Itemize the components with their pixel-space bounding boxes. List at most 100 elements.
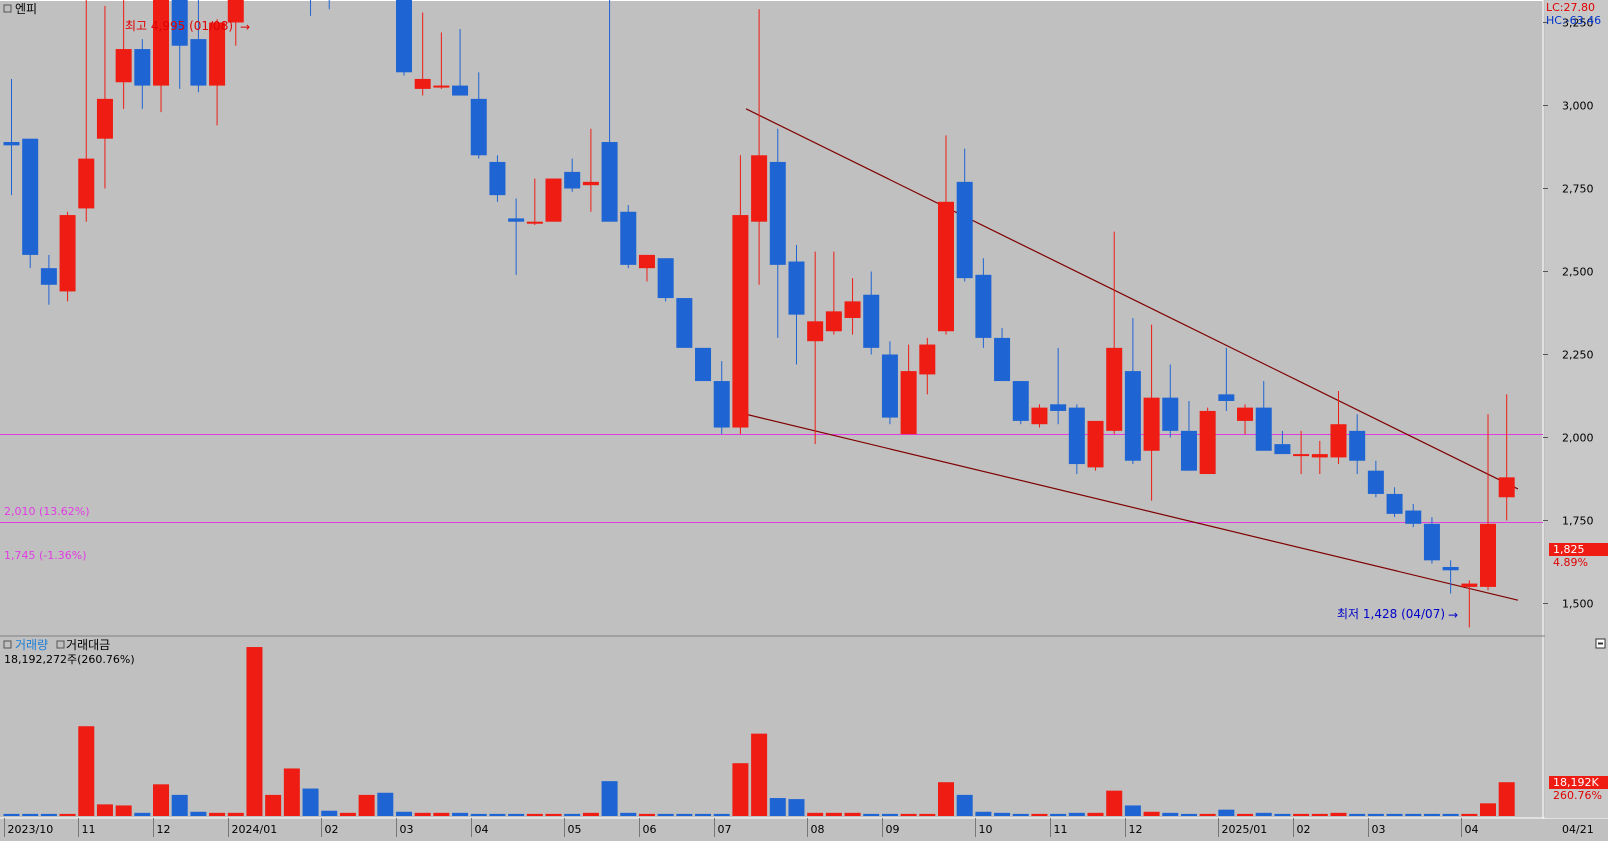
volume-bar: [508, 813, 525, 816]
candle: [1498, 394, 1515, 521]
volume-summary: 18,192,272주(260.76%): [4, 653, 135, 666]
title-box-icon[interactable]: [3, 4, 12, 13]
volume-bar: [1293, 813, 1310, 816]
price-tick-label: 2,000: [1562, 432, 1594, 445]
time-tick-label: 2025/01: [1222, 823, 1268, 836]
candle-body: [1293, 454, 1310, 457]
time-tick-label: 02: [325, 823, 339, 836]
volume-bar: [620, 812, 637, 816]
horizontal-lines: [0, 434, 1543, 523]
candle-body: [489, 161, 506, 196]
candle-body: [769, 161, 786, 265]
candle-body: [1124, 371, 1141, 461]
volume-bar: [134, 812, 151, 816]
time-tick-label: 06: [643, 823, 657, 836]
candle: [1237, 404, 1254, 435]
volume-bar: [695, 813, 712, 816]
volume-bar: [900, 813, 917, 816]
volume-bar: [638, 813, 655, 816]
volume-tab[interactable]: 거래량: [15, 638, 48, 652]
hc-indicator: HC:-63.46: [1546, 14, 1601, 27]
candle-body: [1199, 410, 1216, 475]
candle-body: [695, 347, 712, 382]
candle: [1330, 391, 1347, 465]
volume-bar: [1068, 812, 1085, 816]
value-tab[interactable]: 거래대금: [66, 638, 110, 652]
volume-bar: [395, 811, 412, 816]
candle-body: [956, 181, 973, 279]
volume-bar: [22, 813, 39, 816]
candle: [414, 12, 431, 96]
volume-bar: [1106, 790, 1123, 816]
volume-bar: [1330, 812, 1347, 816]
candle-body: [1031, 407, 1048, 425]
candle: [732, 155, 749, 435]
candle: [134, 39, 151, 109]
volume-bar: [825, 812, 842, 816]
candle: [1106, 231, 1123, 435]
candle-body: [919, 344, 936, 375]
candle-body: [1087, 420, 1104, 468]
candle: [1087, 420, 1104, 471]
candle-body: [395, 0, 412, 73]
volume-bar: [470, 813, 487, 816]
candle: [975, 258, 992, 348]
volume-bar: [881, 813, 898, 816]
time-tick-label: 03: [1372, 823, 1386, 836]
candle-body: [657, 258, 674, 299]
candle-body: [545, 178, 562, 222]
candle: [751, 9, 768, 285]
high-arrow-icon: →: [240, 20, 250, 34]
candle: [1180, 400, 1197, 471]
time-tick-label: 12: [157, 823, 171, 836]
volume-bar: [339, 812, 356, 816]
candle: [638, 254, 655, 282]
candle: [1068, 404, 1085, 475]
candle: [1480, 414, 1497, 591]
volume-bar: [713, 813, 730, 816]
volume-bar: [3, 813, 20, 816]
candle: [938, 135, 954, 335]
volume-bar: [1199, 813, 1216, 816]
candle-body: [1012, 381, 1029, 421]
candle-body: [508, 218, 525, 222]
volume-bar: [1218, 809, 1235, 816]
low-annotation: 최저 1,428 (04/07): [1337, 607, 1445, 621]
candle: [470, 72, 487, 159]
volume-bar: [153, 784, 170, 816]
volume-bar: [751, 733, 768, 816]
candle: [59, 211, 76, 302]
candle: [433, 32, 450, 89]
candle: [1405, 503, 1422, 528]
candle: [96, 5, 113, 189]
high-annotation: 최고 4,995 (01/08): [125, 19, 233, 33]
volume-bar: [807, 812, 824, 816]
candle-body: [1386, 493, 1403, 514]
volume-panel-box-icon[interactable]: [3, 640, 12, 649]
candle: [1423, 517, 1440, 564]
candle-body: [209, 22, 226, 86]
candle-body: [676, 298, 693, 348]
candle-body: [601, 142, 618, 222]
candle: [209, 19, 226, 126]
time-tick-label: 2023/10: [8, 823, 54, 836]
price-tick-label: 1,750: [1562, 515, 1594, 528]
value-panel-box-icon[interactable]: [56, 640, 65, 649]
candle-body: [227, 0, 244, 23]
candle: [1349, 414, 1366, 475]
candle: [713, 361, 730, 435]
price-axis: 1,500 1,750 2,000 2,250 2,500 2,750 3,000 3,250…: [1543, 17, 1594, 611]
current-change-label: 4.89%: [1553, 556, 1588, 569]
candle-body: [1106, 347, 1123, 431]
candle: [956, 148, 973, 282]
candle: [452, 29, 469, 96]
candle: [1255, 381, 1272, 451]
candle-body: [582, 181, 599, 186]
volume-bar: [171, 794, 188, 816]
chart-title: 엔피: [15, 2, 37, 16]
candle-body: [1237, 407, 1254, 421]
candle: [881, 341, 898, 425]
candle: [190, 0, 207, 93]
volume-bar: [657, 813, 674, 816]
candle-body: [938, 201, 954, 332]
